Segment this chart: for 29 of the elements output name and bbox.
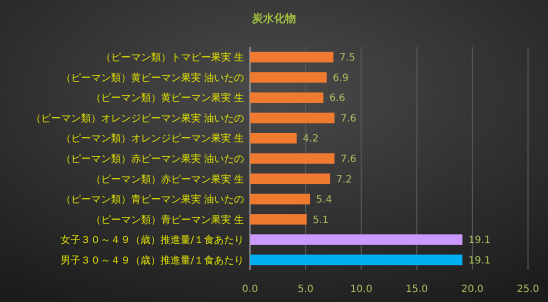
category-label: 男子３０～４９（歳）推進量/１食あたり [60, 255, 244, 266]
data-label: 7.6 [340, 154, 356, 165]
category-label: （ピーマン類）赤ピーマン果実 生 [90, 174, 244, 186]
data-label: 6.6 [329, 93, 346, 104]
data-label: 5.4 [316, 194, 332, 206]
title: 炭水化物 [252, 12, 296, 25]
category-label: （ピーマン類）トマピー果実 生 [100, 52, 244, 64]
data-label: 7.6 [340, 113, 356, 124]
category-label: （ピーマン類）黄ピーマン果実 油いたの [60, 72, 244, 84]
category-label: （ピーマン類）オレンジピーマン果実 生 [60, 134, 244, 145]
data-label: 7.2 [336, 174, 352, 186]
category-label: （ピーマン類）オレンジピーマン果実 油いたの [30, 113, 244, 124]
x-tick-label: 5.0 [298, 284, 314, 295]
category-label: （ピーマン類）青ピーマン果実 生 [90, 214, 244, 226]
x-tick-label: 20.0 [461, 284, 484, 295]
data-label: 19.1 [468, 235, 491, 246]
data-label: 4.2 [302, 134, 319, 145]
x-tick-label: 0.0 [242, 284, 258, 295]
x-tick-label: 15.0 [406, 284, 428, 295]
x-tick-label: 10.0 [350, 284, 372, 295]
category-label: （ピーマン類）青ピーマン果実 油いたの [60, 194, 244, 206]
category-label: （ピーマン類）赤ピーマン果実 油いたの [60, 154, 244, 165]
category-label: 女子３０～４９（歳）推進量/１食あたり [60, 235, 244, 246]
category-label: （ピーマン類）黄ピーマン果実 生 [90, 93, 244, 104]
data-label: 6.9 [332, 72, 349, 84]
x-tick-label: 25.0 [516, 284, 540, 295]
data-label: 19.1 [468, 255, 491, 266]
data-label: 5.1 [312, 214, 329, 226]
data-label: 7.5 [339, 52, 356, 64]
